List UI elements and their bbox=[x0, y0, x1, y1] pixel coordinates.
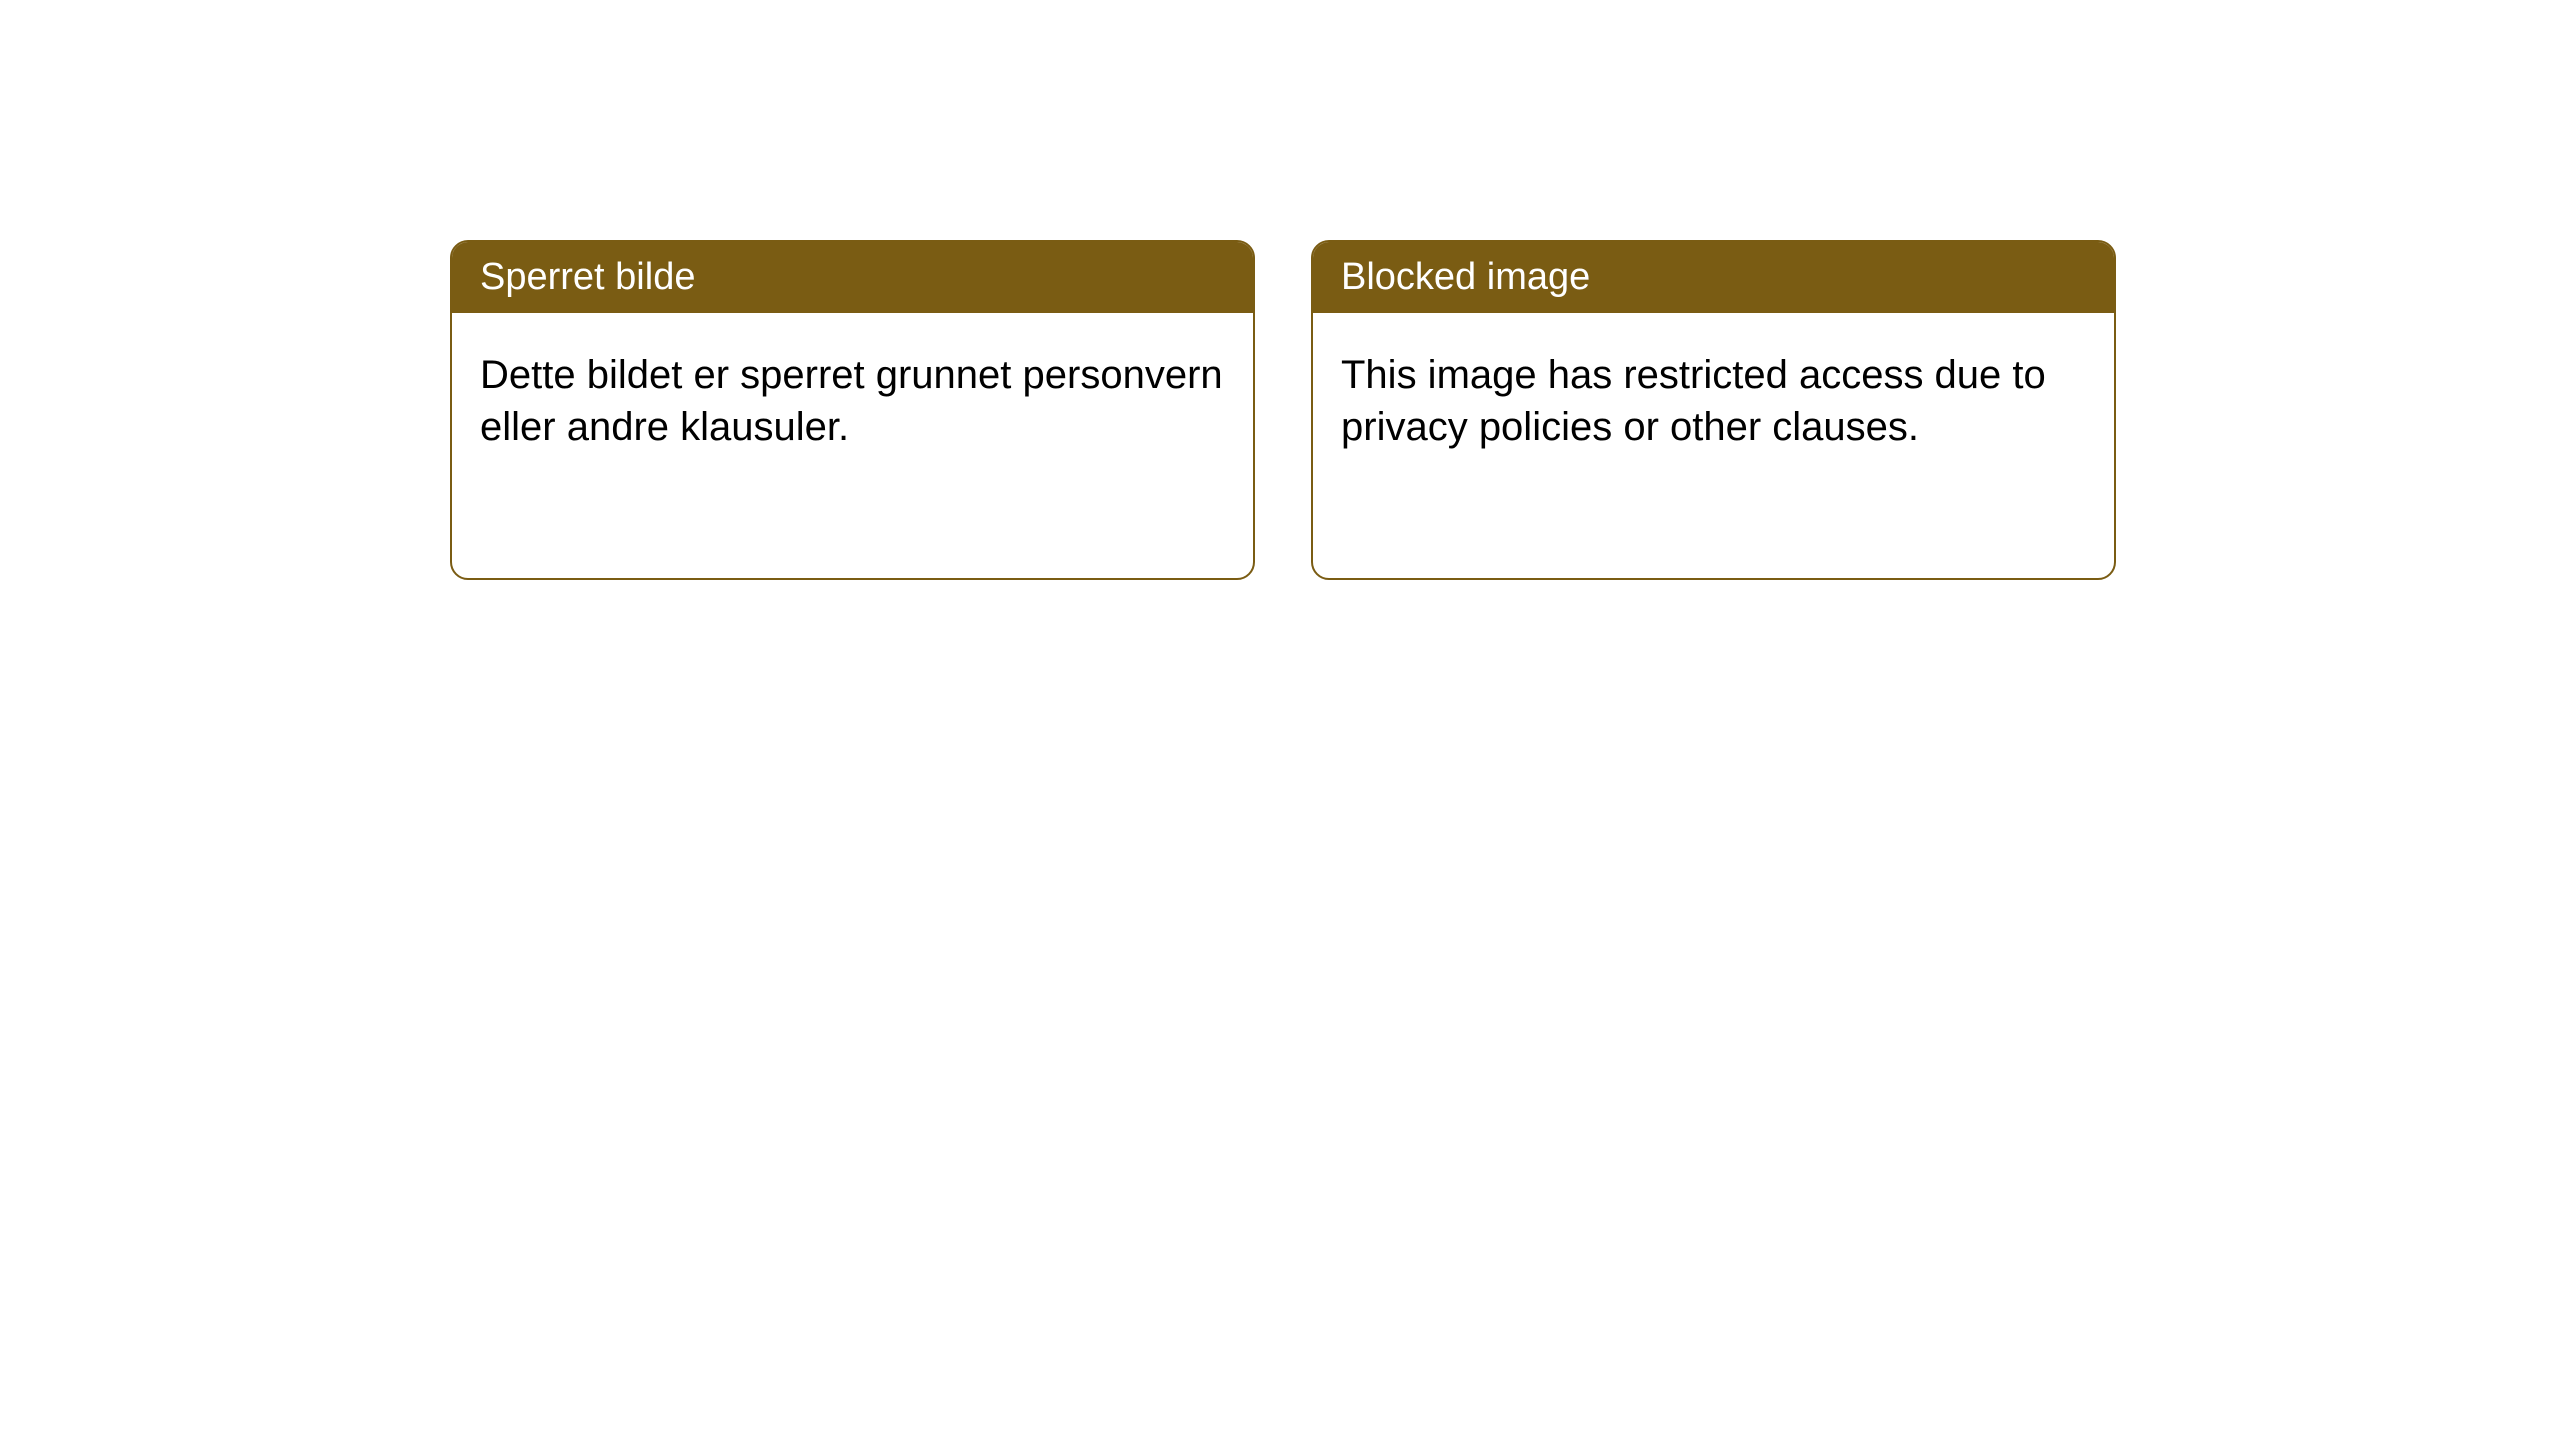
card-header: Blocked image bbox=[1313, 242, 2114, 313]
notice-container: Sperret bilde Dette bildet er sperret gr… bbox=[450, 240, 2116, 580]
card-body: Dette bildet er sperret grunnet personve… bbox=[452, 313, 1253, 489]
card-body: This image has restricted access due to … bbox=[1313, 313, 2114, 489]
blocked-image-card-no: Sperret bilde Dette bildet er sperret gr… bbox=[450, 240, 1255, 580]
blocked-image-card-en: Blocked image This image has restricted … bbox=[1311, 240, 2116, 580]
card-header: Sperret bilde bbox=[452, 242, 1253, 313]
card-title: Blocked image bbox=[1341, 256, 1590, 298]
card-body-text: Dette bildet er sperret grunnet personve… bbox=[480, 353, 1223, 449]
card-title: Sperret bilde bbox=[480, 256, 695, 298]
card-body-text: This image has restricted access due to … bbox=[1341, 353, 2046, 449]
